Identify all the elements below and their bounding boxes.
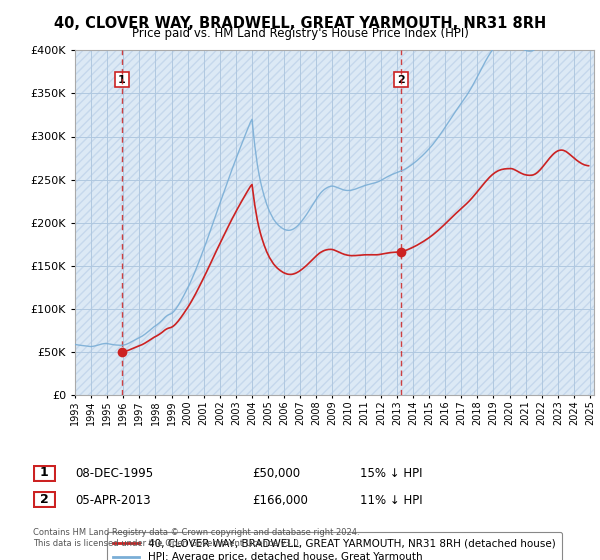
Text: 11% ↓ HPI: 11% ↓ HPI <box>360 493 422 507</box>
Text: 08-DEC-1995: 08-DEC-1995 <box>75 467 153 480</box>
Text: Contains HM Land Registry data © Crown copyright and database right 2024.
This d: Contains HM Land Registry data © Crown c… <box>33 528 359 548</box>
FancyBboxPatch shape <box>75 50 594 395</box>
Text: 05-APR-2013: 05-APR-2013 <box>75 493 151 507</box>
Text: 15% ↓ HPI: 15% ↓ HPI <box>360 467 422 480</box>
Text: £50,000: £50,000 <box>252 467 300 480</box>
Text: 2: 2 <box>40 493 49 506</box>
Text: 2: 2 <box>397 74 405 85</box>
Text: 1: 1 <box>118 74 126 85</box>
Text: Price paid vs. HM Land Registry's House Price Index (HPI): Price paid vs. HM Land Registry's House … <box>131 27 469 40</box>
Text: £166,000: £166,000 <box>252 493 308 507</box>
Text: 1: 1 <box>40 466 49 479</box>
Text: 40, CLOVER WAY, BRADWELL, GREAT YARMOUTH, NR31 8RH: 40, CLOVER WAY, BRADWELL, GREAT YARMOUTH… <box>54 16 546 31</box>
Legend: 40, CLOVER WAY, BRADWELL, GREAT YARMOUTH, NR31 8RH (detached house), HPI: Averag: 40, CLOVER WAY, BRADWELL, GREAT YARMOUTH… <box>107 532 562 560</box>
